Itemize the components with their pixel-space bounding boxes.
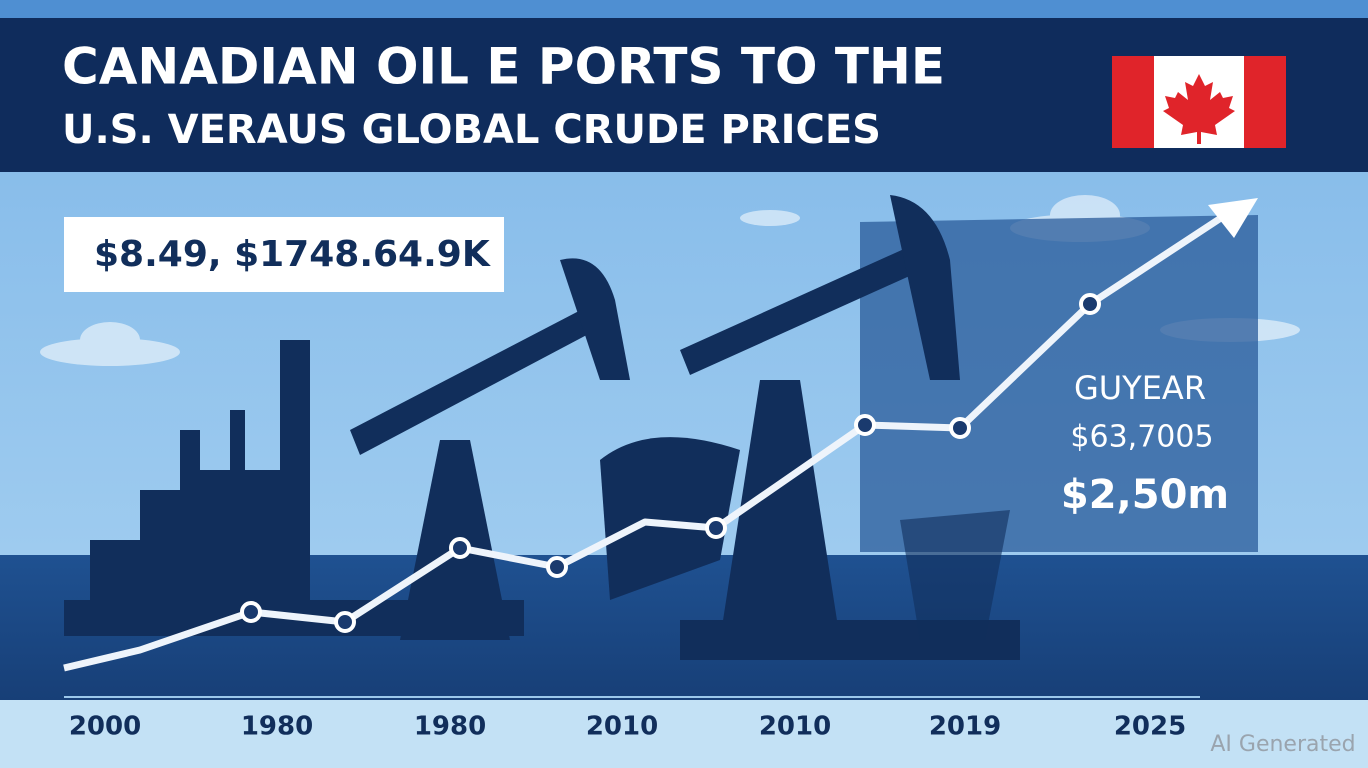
canada-flag — [1112, 56, 1286, 148]
side-text: $2,50m — [1061, 472, 1229, 518]
trend-line — [63, 209, 1232, 672]
stat-text: $8.49, $1748.64.9K — [94, 234, 491, 275]
arrow-head — [1208, 198, 1258, 238]
x-label: 1980 — [241, 712, 313, 742]
side-panel — [860, 215, 1258, 552]
x-label: 2019 — [929, 712, 1001, 742]
x-labels: 2000 1980 1980 2010 2010 2019 2025 — [69, 712, 1186, 742]
top-strip — [0, 0, 1368, 18]
title-line: CANADIAN OIL E PORTS TO THE — [62, 38, 945, 96]
silhouettes — [64, 195, 1020, 660]
watermark: AI Generated — [1210, 732, 1355, 757]
title-line: U.S. VERAUS GLOBAL CRUDE PRICES — [62, 107, 881, 153]
x-label: 2010 — [759, 712, 831, 742]
x-label: 2025 — [1114, 712, 1186, 742]
side-text: GUYEAR — [1074, 369, 1206, 407]
markers — [240, 293, 1101, 633]
x-label: 2000 — [69, 712, 141, 742]
x-label: 2010 — [586, 712, 658, 742]
stat-box — [64, 217, 504, 292]
side-text: $63,7005 — [1070, 420, 1213, 455]
x-label: 1980 — [414, 712, 486, 742]
label-band — [0, 700, 1368, 768]
